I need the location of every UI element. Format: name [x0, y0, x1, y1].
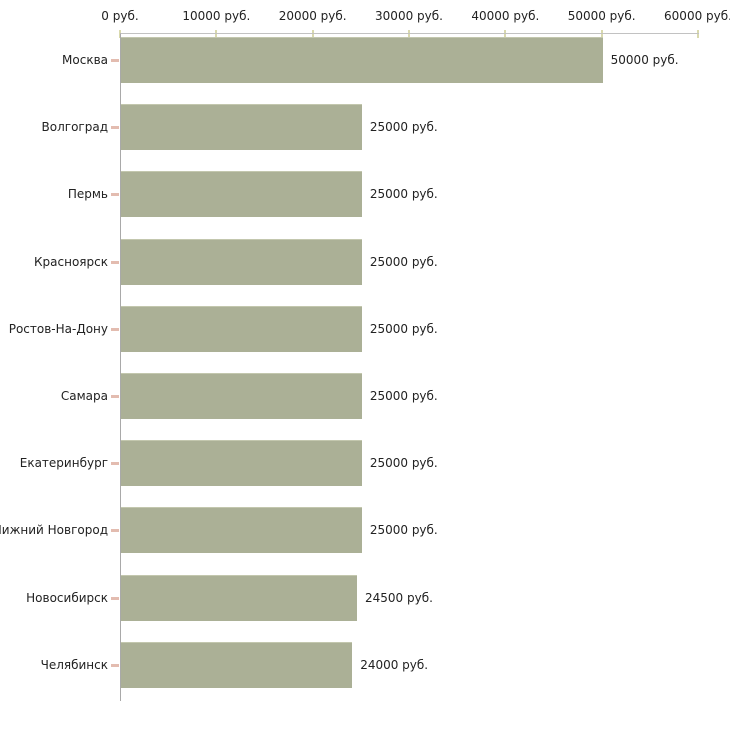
value-label: 25000 руб. — [369, 321, 438, 336]
bar — [121, 373, 362, 419]
x-axis-tick-label: 50000 руб. — [567, 9, 636, 23]
category-tick-mark — [111, 395, 119, 398]
x-axis-tick-label: 60000 руб. — [664, 9, 730, 23]
category-tick-mark — [111, 529, 119, 533]
x-axis-tick-label: 30000 руб. — [375, 9, 443, 23]
category-tick-mark — [111, 126, 119, 130]
x-axis-tick-mark — [600, 30, 603, 38]
category-tick-mark — [111, 327, 119, 331]
x-axis-tick-mark — [504, 30, 507, 38]
bar — [121, 641, 353, 688]
bar-row: Пермь 25000 руб. — [68, 171, 699, 218]
category-tick-mark — [111, 59, 119, 62]
value-label: 25000 руб. — [369, 389, 438, 403]
category-label: Ростов-На-Дону — [8, 321, 108, 336]
bar — [121, 507, 362, 554]
category-label: Красноярск — [34, 254, 108, 269]
x-axis-tick-mark — [697, 30, 699, 38]
bar-row: Волгоград 25000 руб. — [42, 104, 699, 151]
x-axis-tick-mark — [311, 30, 314, 38]
bar — [121, 238, 362, 285]
value-label: 24000 руб. — [360, 657, 429, 672]
value-label: 25000 руб. — [369, 187, 438, 202]
bar-row: Новосибирск 24500 руб. — [26, 574, 699, 621]
x-axis-tick-mark — [408, 30, 410, 38]
bar — [121, 37, 603, 83]
x-axis-tick-mark — [215, 30, 218, 38]
bar — [121, 440, 362, 487]
x-axis-tick-label: 0 руб. — [101, 9, 139, 23]
category-label: Нижний Новгород — [0, 523, 108, 538]
bar — [121, 574, 358, 621]
value-label: 25000 руб. — [369, 523, 438, 538]
value-label: 50000 руб. — [610, 53, 679, 67]
bar-row: Самара 25000 руб. — [61, 373, 699, 419]
bar-row: Нижний Новгород 25000 руб. — [0, 507, 699, 554]
value-label: 25000 руб. — [369, 456, 438, 471]
category-label: Пермь — [67, 187, 108, 202]
bar-row: Екатеринбург 25000 руб. — [20, 440, 699, 487]
bar-row: Москва 50000 руб. — [62, 37, 699, 83]
plot-area: Москва 50000 руб. Волгоград 25000 руб. Пермь… — [0, 33, 699, 701]
category-tick-mark — [111, 462, 119, 466]
category-tick-mark — [111, 663, 119, 667]
x-axis-tick-label: 10000 руб. — [182, 9, 251, 23]
category-label: Челябинск — [40, 657, 108, 672]
category-tick-mark — [111, 596, 119, 600]
bar-row: Красноярск 25000 руб. — [34, 238, 699, 285]
x-axis-tick-label: 20000 руб. — [278, 9, 347, 23]
category-label: Москва — [62, 53, 108, 67]
category-label: Волгоград — [41, 120, 108, 135]
category-label: Самара — [60, 389, 108, 403]
bar-row: Ростов-На-Дону 25000 руб. — [9, 305, 699, 352]
category-tick-mark — [111, 260, 119, 264]
value-label: 24500 руб. — [365, 590, 433, 605]
category-label: Новосибирск — [26, 590, 108, 605]
bar — [121, 305, 362, 352]
x-axis-tick-label: 40000 руб. — [471, 9, 540, 23]
bar-row: Челябинск 24000 руб. — [41, 641, 699, 688]
category-label: Екатеринбург — [19, 456, 108, 471]
bar — [121, 104, 362, 151]
category-tick-mark — [111, 193, 119, 197]
bar — [121, 171, 362, 218]
value-label: 25000 руб. — [369, 254, 438, 269]
value-label: 25000 руб. — [369, 120, 438, 135]
